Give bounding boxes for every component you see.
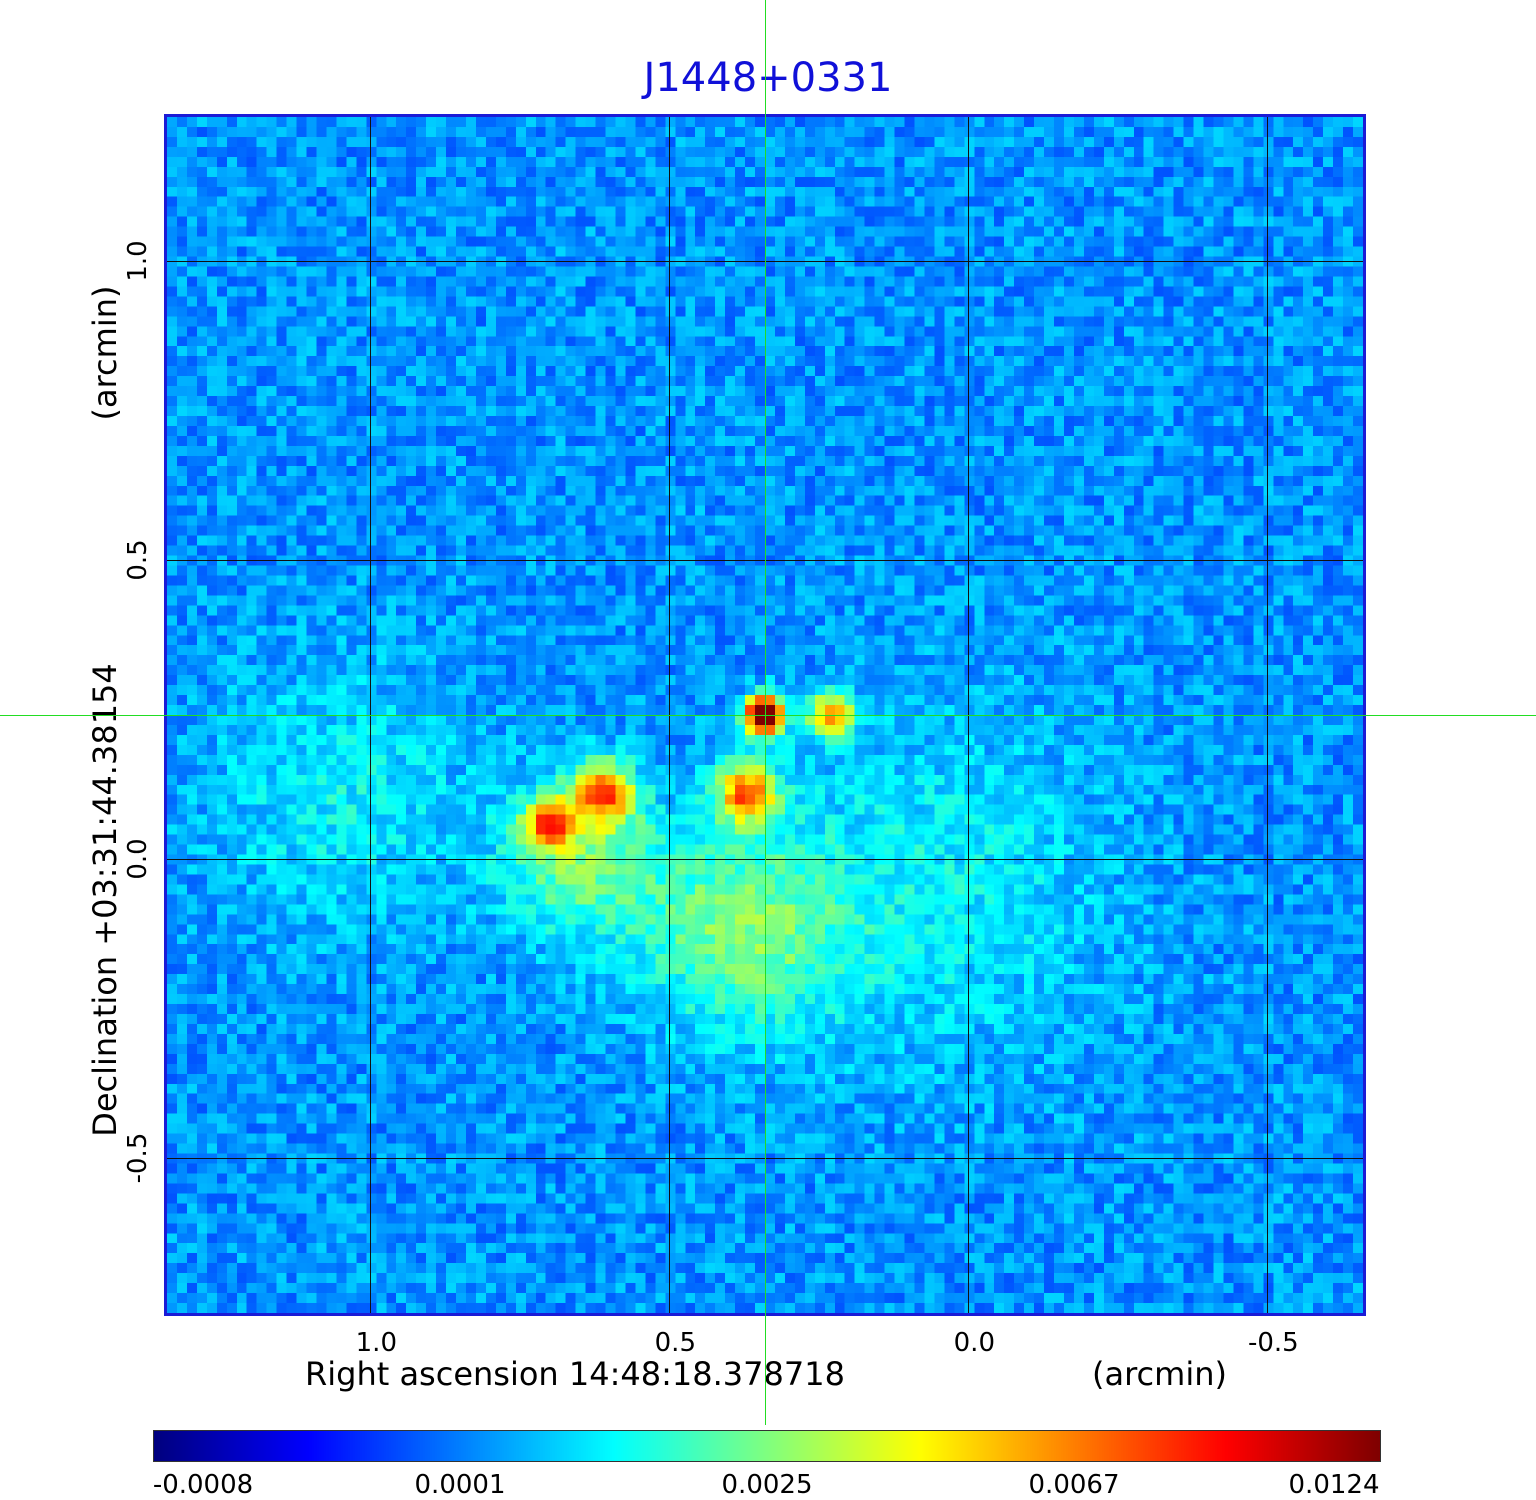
colorbar-tick-label: 0.0067	[1028, 1470, 1120, 1500]
y-axis-label: Declination +03:31:44.38154	[86, 663, 124, 1137]
y-tick-label: 1.0	[123, 239, 153, 282]
colorbar-tick-label: 0.0001	[414, 1470, 506, 1500]
x-tick-label: 0.5	[654, 1328, 696, 1358]
colorbar-tick-label: 0.0124	[1288, 1470, 1380, 1500]
y-tick-label: 0.0	[123, 837, 153, 880]
crosshair-vertical	[765, 0, 766, 1425]
colorbar-tick-label: 0.0025	[721, 1470, 813, 1500]
colorbar-tick-label: -0.0008	[152, 1470, 254, 1500]
x-tick-label: -0.5	[1247, 1328, 1299, 1358]
y-tick-label: 0.5	[123, 538, 153, 581]
x-axis-label: Right ascension 14:48:18.378718	[305, 1355, 845, 1393]
x-tick-label: 0.0	[953, 1328, 995, 1358]
x-axis-unit: (arcmin)	[1092, 1355, 1227, 1393]
crosshair-horizontal	[0, 715, 1536, 716]
chart-title: J1448+0331	[643, 55, 893, 101]
y-tick-label: -0.5	[123, 1132, 153, 1183]
colorbar	[153, 1430, 1381, 1462]
x-tick-label: 1.0	[355, 1328, 397, 1358]
y-axis-unit: (arcmin)	[86, 285, 124, 421]
